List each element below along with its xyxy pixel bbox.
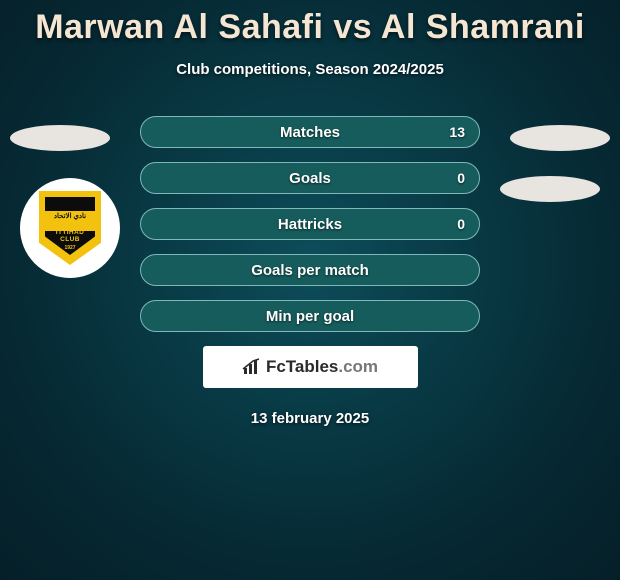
- stat-label: Min per goal: [266, 308, 354, 325]
- stat-label: Goals per match: [251, 262, 369, 279]
- stat-row-goals: Goals 0: [140, 162, 480, 194]
- bar-chart-icon: [242, 358, 262, 376]
- stat-label: Hattricks: [278, 216, 342, 233]
- stat-value-right: 0: [457, 216, 465, 232]
- stat-row-min-per-goal: Min per goal: [140, 300, 480, 332]
- stat-row-matches: Matches 13: [140, 116, 480, 148]
- stat-row-hattricks: Hattricks 0: [140, 208, 480, 240]
- stat-label: Matches: [280, 124, 340, 141]
- brand-suffix: .com: [338, 357, 378, 376]
- stat-row-goals-per-match: Goals per match: [140, 254, 480, 286]
- date-label: 13 february 2025: [0, 410, 620, 427]
- stat-label: Goals: [289, 170, 331, 187]
- stats-list: Matches 13 Goals 0 Hattricks 0 Goals per…: [0, 116, 620, 332]
- comparison-card: Marwan Al Sahafi vs Al Shamrani Club com…: [0, 0, 620, 427]
- brand-attribution[interactable]: FcTables.com: [203, 346, 418, 388]
- stat-value-right: 0: [457, 170, 465, 186]
- stat-value-right: 13: [449, 124, 465, 140]
- page-title: Marwan Al Sahafi vs Al Shamrani: [0, 0, 620, 47]
- brand-text: FcTables.com: [266, 357, 378, 377]
- subtitle: Club competitions, Season 2024/2025: [0, 61, 620, 78]
- brand-name: FcTables: [266, 357, 338, 376]
